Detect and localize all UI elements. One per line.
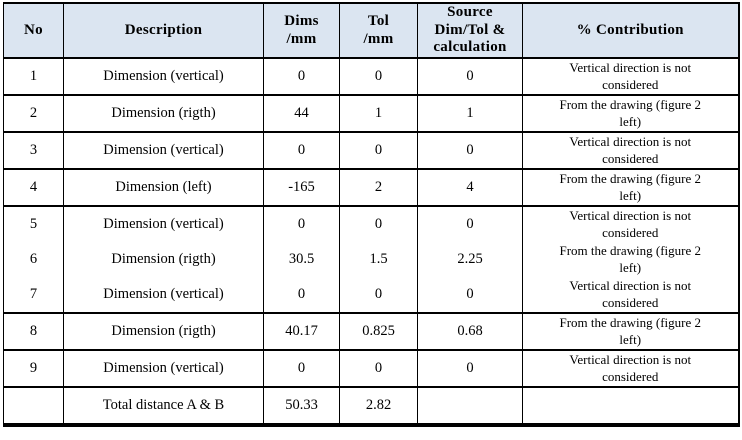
cell-contribution: Vertical direction is not considered xyxy=(522,349,739,388)
col-header-contribution: % Contribution xyxy=(522,1,739,59)
cell-no: 6 xyxy=(3,242,64,278)
cell-dims: 0 xyxy=(263,349,340,388)
cell-source: 1 xyxy=(417,94,523,133)
cell-contribution: Vertical direction is not considered xyxy=(522,57,739,96)
cell-tol: 0.825 xyxy=(339,312,418,351)
cell-source: 0 xyxy=(417,131,523,170)
table-row-1: 1 Dimension (vertical) 0 0 0 Vertical di… xyxy=(3,57,739,96)
cell-source: 2.25 xyxy=(417,242,523,278)
col-header-description: Description xyxy=(63,1,264,59)
cell-source: 0 xyxy=(417,349,523,388)
cell-contribution: From the drawing (figure 2 left) xyxy=(522,312,739,351)
cell-contribution: Vertical direction is not considered xyxy=(522,205,739,243)
cell-contribution: From the drawing (figure 2 left) xyxy=(522,94,739,133)
cell-dims: 0 xyxy=(263,205,340,243)
cell-dims-total: 50.33 xyxy=(263,386,340,426)
cell-description-total: Total distance A & B xyxy=(63,386,264,426)
cell-no: 5 xyxy=(3,205,64,243)
cell-no: 9 xyxy=(3,349,64,388)
cell-description: Dimension (vertical) xyxy=(63,57,264,96)
cell-no: 8 xyxy=(3,312,64,351)
table-row-7: 7 Dimension (vertical) 0 0 0 Vertical di… xyxy=(3,277,739,314)
cell-source: 0.68 xyxy=(417,312,523,351)
cell-no: 3 xyxy=(3,131,64,170)
cell-dims: 40.17 xyxy=(263,312,340,351)
cell-tol: 1 xyxy=(339,94,418,133)
table-row-9: 9 Dimension (vertical) 0 0 0 Vertical di… xyxy=(3,349,739,388)
cell-description: Dimension (rigth) xyxy=(63,242,264,278)
col-header-no: No xyxy=(3,1,64,59)
cell-tol-total: 2.82 xyxy=(339,386,418,426)
cell-no xyxy=(3,386,64,426)
cell-contribution: From the drawing (figure 2 left) xyxy=(522,168,739,207)
cell-tol: 0 xyxy=(339,277,418,314)
cell-dims: 0 xyxy=(263,277,340,314)
cell-description: Dimension (vertical) xyxy=(63,205,264,243)
cell-source: 0 xyxy=(417,57,523,96)
cell-contribution xyxy=(522,386,739,426)
table-row-3: 3 Dimension (vertical) 0 0 0 Vertical di… xyxy=(3,131,739,170)
cell-tol: 0 xyxy=(339,131,418,170)
cell-tol: 2 xyxy=(339,168,418,207)
cell-contribution: Vertical direction is not considered xyxy=(522,131,739,170)
cell-dims: 44 xyxy=(263,94,340,133)
col-header-dims: Dims /mm xyxy=(263,1,340,59)
table-row-6: 6 Dimension (rigth) 30.5 1.5 2.25 From t… xyxy=(3,242,739,278)
cell-description: Dimension (rigth) xyxy=(63,94,264,133)
table-row-2: 2 Dimension (rigth) 44 1 1 From the draw… xyxy=(3,94,739,133)
cell-no: 1 xyxy=(3,57,64,96)
cell-contribution: From the drawing (figure 2 left) xyxy=(522,242,739,278)
cell-source: 0 xyxy=(417,277,523,314)
table-container: No Description Dims /mm Tol /mm Source D… xyxy=(3,1,740,428)
cell-dims: 0 xyxy=(263,131,340,170)
table-row-total: Total distance A & B 50.33 2.82 xyxy=(3,386,739,426)
cell-no: 7 xyxy=(3,277,64,314)
cell-source: 0 xyxy=(417,205,523,243)
cell-contribution: Vertical direction is not considered xyxy=(522,277,739,314)
cell-tol: 0 xyxy=(339,205,418,243)
cell-source xyxy=(417,386,523,426)
cell-no: 4 xyxy=(3,168,64,207)
cell-tol: 0 xyxy=(339,57,418,96)
table-row-4: 4 Dimension (left) -165 2 4 From the dra… xyxy=(3,168,739,207)
table-row-5: 5 Dimension (vertical) 0 0 0 Vertical di… xyxy=(3,205,739,243)
col-header-source: Source Dim/Tol & calculation xyxy=(417,1,523,59)
cell-tol: 0 xyxy=(339,349,418,388)
header-row: No Description Dims /mm Tol /mm Source D… xyxy=(3,1,739,59)
cell-dims: 30.5 xyxy=(263,242,340,278)
cell-description: Dimension (left) xyxy=(63,168,264,207)
cell-source: 4 xyxy=(417,168,523,207)
cell-description: Dimension (vertical) xyxy=(63,349,264,388)
cell-description: Dimension (vertical) xyxy=(63,277,264,314)
cell-dims: 0 xyxy=(263,57,340,96)
table-row-8: 8 Dimension (rigth) 40.17 0.825 0.68 Fro… xyxy=(3,312,739,351)
cell-no: 2 xyxy=(3,94,64,133)
cell-dims: -165 xyxy=(263,168,340,207)
cell-description: Dimension (vertical) xyxy=(63,131,264,170)
cell-tol: 1.5 xyxy=(339,242,418,278)
cell-description: Dimension (rigth) xyxy=(63,312,264,351)
col-header-tol: Tol /mm xyxy=(339,1,418,59)
tolerance-contribution-table: No Description Dims /mm Tol /mm Source D… xyxy=(3,1,740,428)
